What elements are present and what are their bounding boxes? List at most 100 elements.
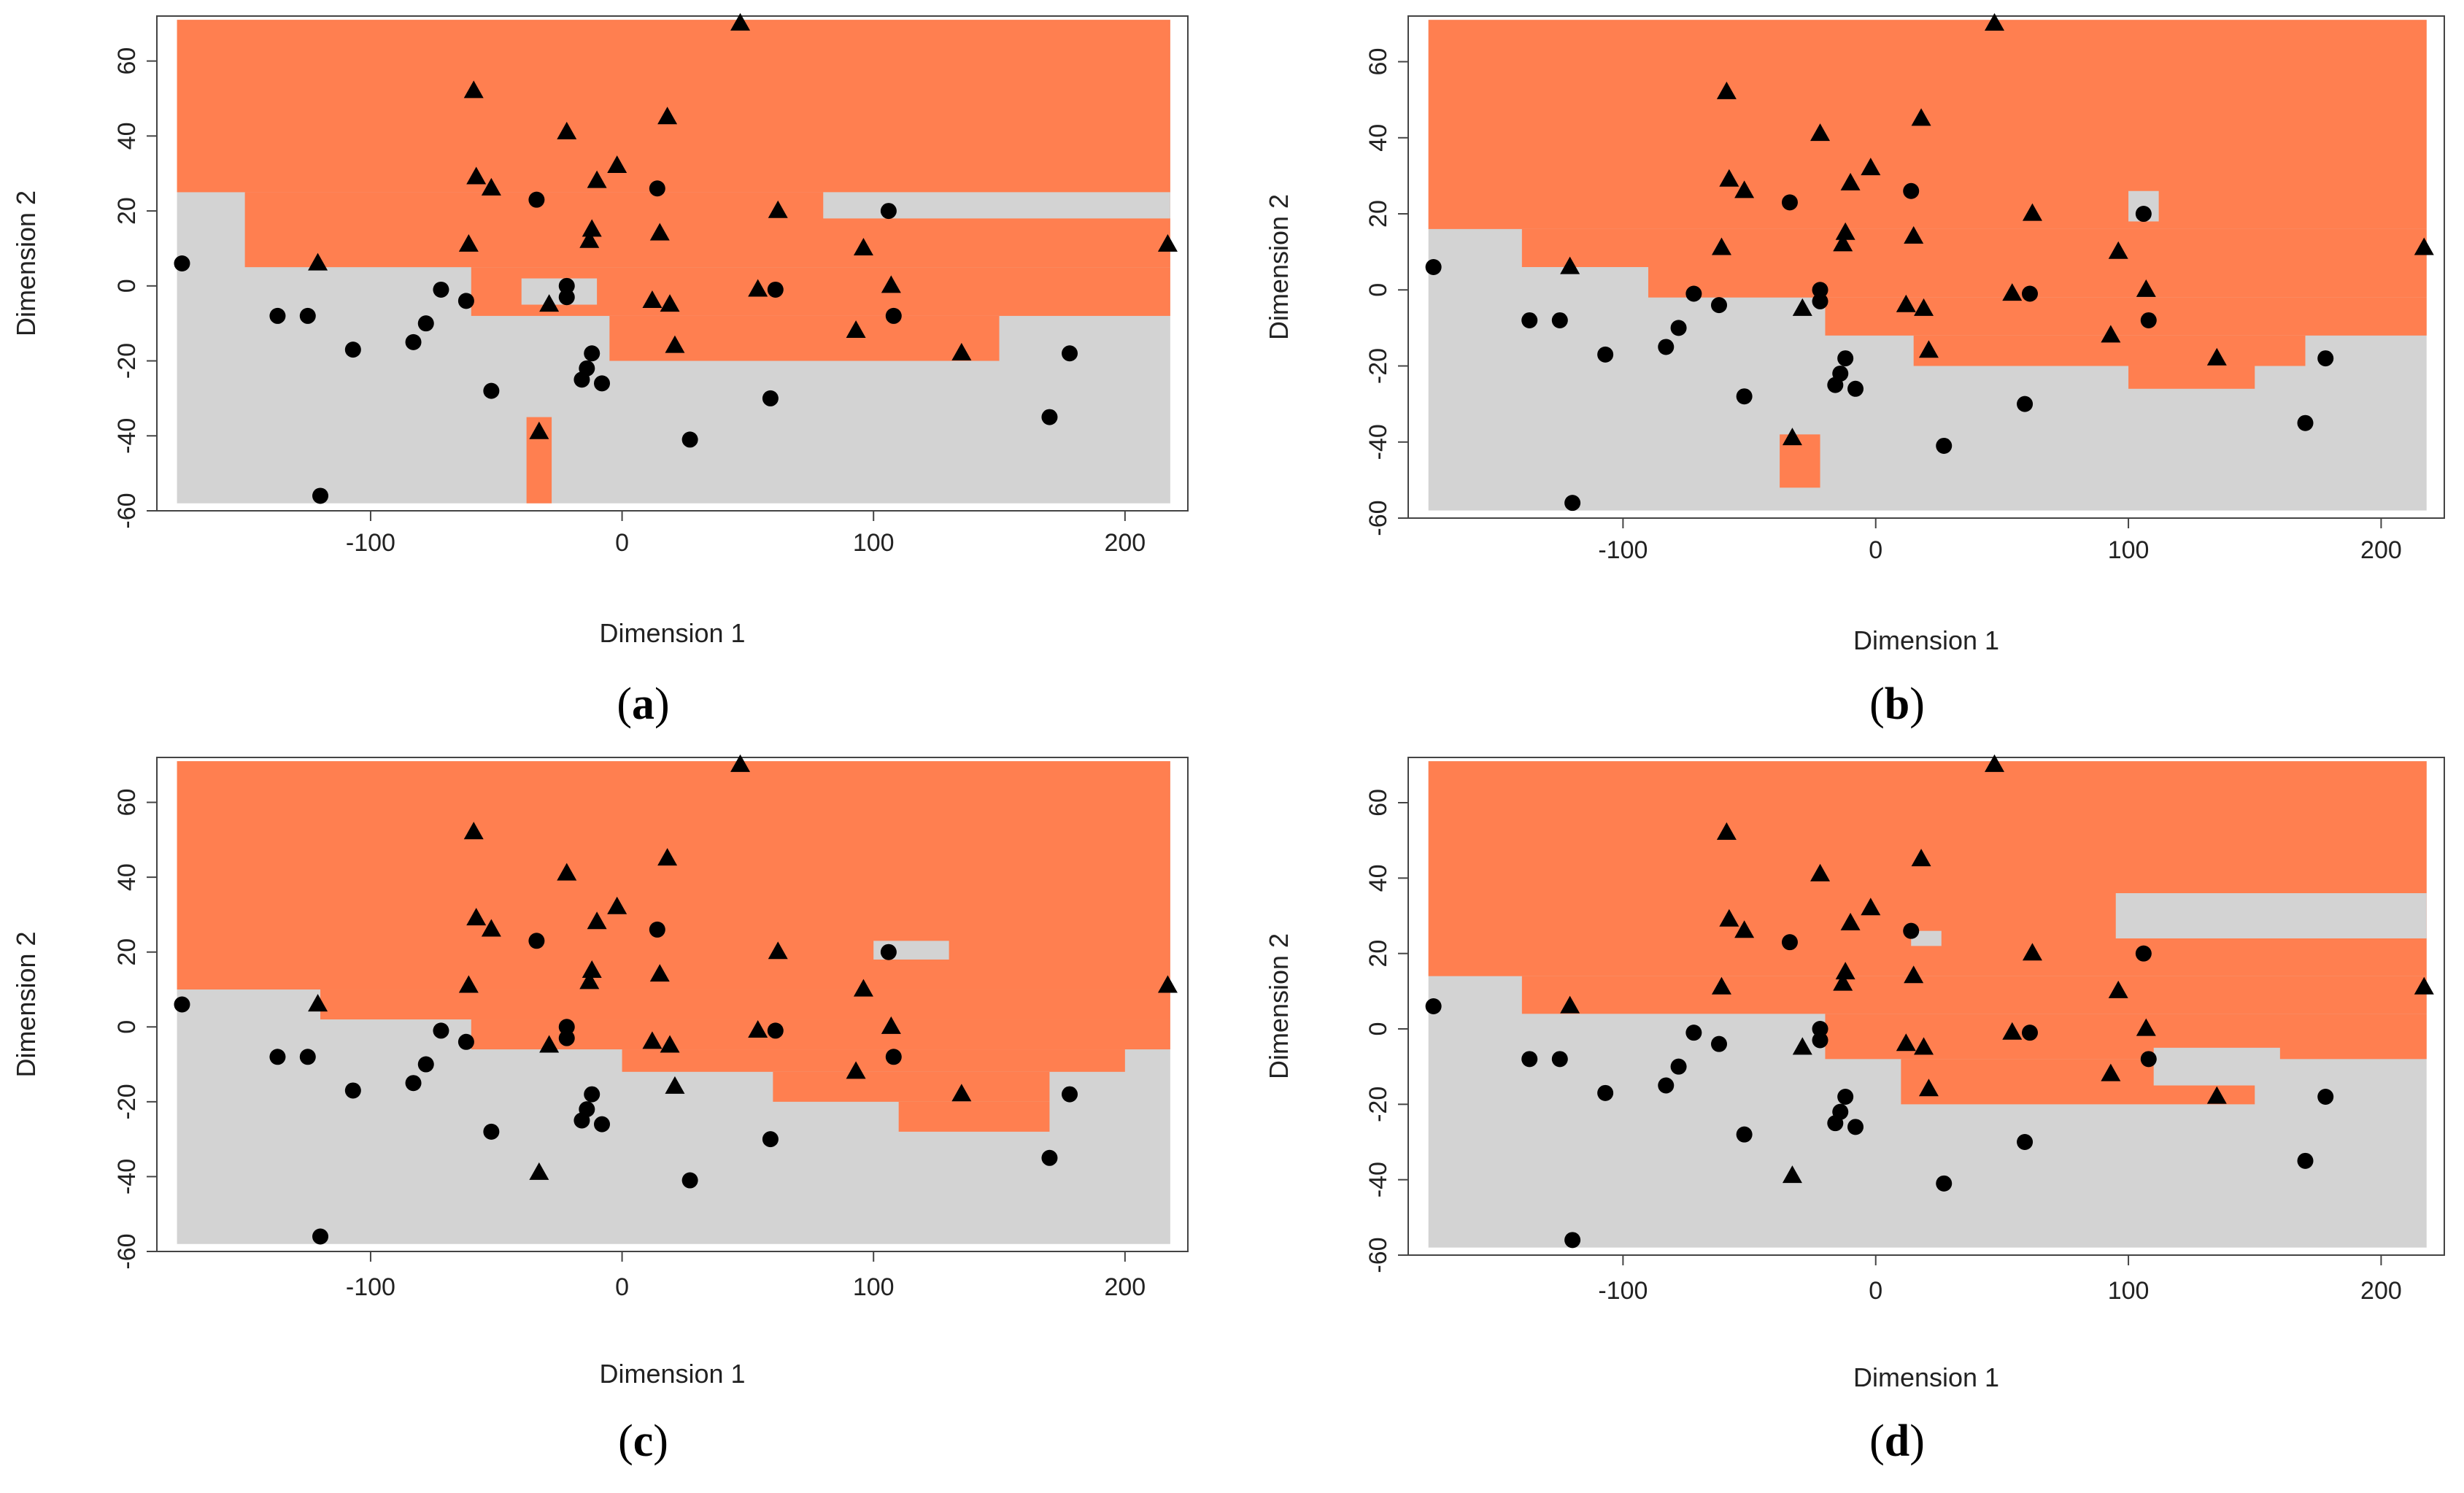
point-triangle [557, 121, 577, 139]
point-triangle [529, 1162, 549, 1180]
point-triangle [2136, 1018, 2156, 1036]
caption-open: ( [618, 1416, 633, 1466]
point-triangle [1719, 908, 1739, 927]
point-triangle [1719, 169, 1739, 187]
point-triangle [2206, 1086, 2227, 1104]
point-circle [579, 1101, 595, 1118]
point-circle [1658, 1077, 1675, 1094]
point-circle [1781, 194, 1798, 211]
x-axis-title: Dimension 1 [599, 1359, 745, 1389]
point-triangle [642, 1031, 663, 1049]
point-triangle [2108, 241, 2128, 259]
region-gray-5 [2153, 1047, 2280, 1086]
point-circle [1903, 182, 1920, 199]
point-triangle [1833, 234, 1853, 252]
point-triangle [846, 1061, 866, 1079]
point-triangle [1716, 822, 1737, 840]
point-circle [762, 390, 779, 406]
caption-close: ) [1909, 1416, 1925, 1466]
point-triangle [951, 1084, 972, 1102]
point-circle [1551, 1051, 1568, 1068]
caption-open: ( [1869, 679, 1885, 729]
point-triangle [458, 975, 479, 993]
caption-close: ) [1909, 679, 1925, 729]
caption-letter: b [1885, 679, 1909, 729]
point-circle [1658, 339, 1675, 355]
point-triangle [730, 754, 751, 772]
point-triangle [1157, 234, 1178, 252]
point-circle [433, 281, 449, 298]
panel-caption: (b) [1869, 679, 1925, 729]
point-triangle [1904, 225, 1924, 244]
x-tick-label: 200 [2360, 1277, 2402, 1305]
point-triangle [481, 177, 501, 196]
region-gray-5 [823, 192, 1170, 219]
point-triangle [2136, 279, 2156, 297]
point-triangle [853, 979, 873, 997]
panel-caption: (c) [618, 1416, 668, 1466]
point-triangle [1896, 1033, 1916, 1052]
point-triangle [1782, 428, 1802, 446]
point-circle [1670, 1058, 1687, 1075]
point-circle [1551, 312, 1568, 328]
region-orange-1 [320, 989, 1170, 1020]
point-triangle [2022, 943, 2042, 961]
point-triangle [1157, 975, 1178, 993]
y-tick-label: -60 [113, 1233, 141, 1269]
point-triangle [657, 848, 678, 866]
point-triangle [1904, 965, 1924, 984]
y-tick-label: -40 [1364, 424, 1392, 460]
point-circle [1736, 388, 1753, 405]
y-tick-label: -40 [1364, 1162, 1392, 1197]
point-circle [579, 360, 595, 377]
point-circle [528, 933, 545, 949]
point-circle [885, 307, 902, 324]
point-triangle [458, 234, 479, 252]
point-triangle [2108, 980, 2128, 998]
point-circle [558, 277, 575, 294]
y-tick-label: 60 [1364, 789, 1392, 817]
point-triangle [308, 994, 328, 1012]
point-circle [584, 1086, 600, 1103]
x-tick-label: 100 [853, 1273, 895, 1301]
point-triangle [665, 335, 685, 353]
y-tick-label: 40 [1364, 864, 1392, 892]
point-triangle [463, 80, 484, 99]
point-circle [1425, 998, 1442, 1014]
point-circle [681, 1172, 698, 1189]
point-triangle [587, 170, 607, 188]
point-triangle [1896, 294, 1916, 312]
x-tick-label: 200 [1104, 1273, 1146, 1301]
point-circle [174, 255, 190, 271]
point-circle [1425, 259, 1442, 275]
point-triangle [1835, 222, 1855, 240]
point-triangle [1918, 340, 1939, 358]
region-orange-3 [609, 315, 1000, 361]
point-triangle [582, 219, 602, 237]
point-triangle [1914, 298, 1934, 316]
point-circle [2297, 1152, 2314, 1169]
point-circle [1812, 282, 1828, 298]
panel-c: -100 0 100 200 -60 -40 -20 0 20 40 60 Dimension 1 Di… [11, 754, 1189, 1466]
point-triangle [579, 971, 600, 989]
point-circle [1062, 345, 1078, 362]
point-triangle [951, 342, 972, 360]
y-tick-label: 20 [113, 938, 141, 966]
point-triangle [1861, 898, 1881, 916]
point-circle [1837, 1089, 1854, 1105]
x-tick-label: -100 [346, 529, 395, 557]
x-tick-label: 0 [1869, 1277, 1882, 1305]
x-axis-title: Dimension 1 [1853, 1362, 1999, 1392]
point-triangle [1914, 1037, 1934, 1055]
x-tick-label: 0 [615, 1273, 629, 1301]
point-triangle [1835, 962, 1855, 980]
point-triangle [1782, 1165, 1802, 1184]
point-circle [2135, 945, 2152, 962]
point-triangle [539, 1035, 560, 1053]
point-circle [2022, 1025, 2038, 1041]
point-triangle [2022, 203, 2042, 221]
x-tick-label: 0 [1869, 536, 1882, 564]
point-triangle [881, 1016, 901, 1034]
point-circle [885, 1049, 902, 1065]
